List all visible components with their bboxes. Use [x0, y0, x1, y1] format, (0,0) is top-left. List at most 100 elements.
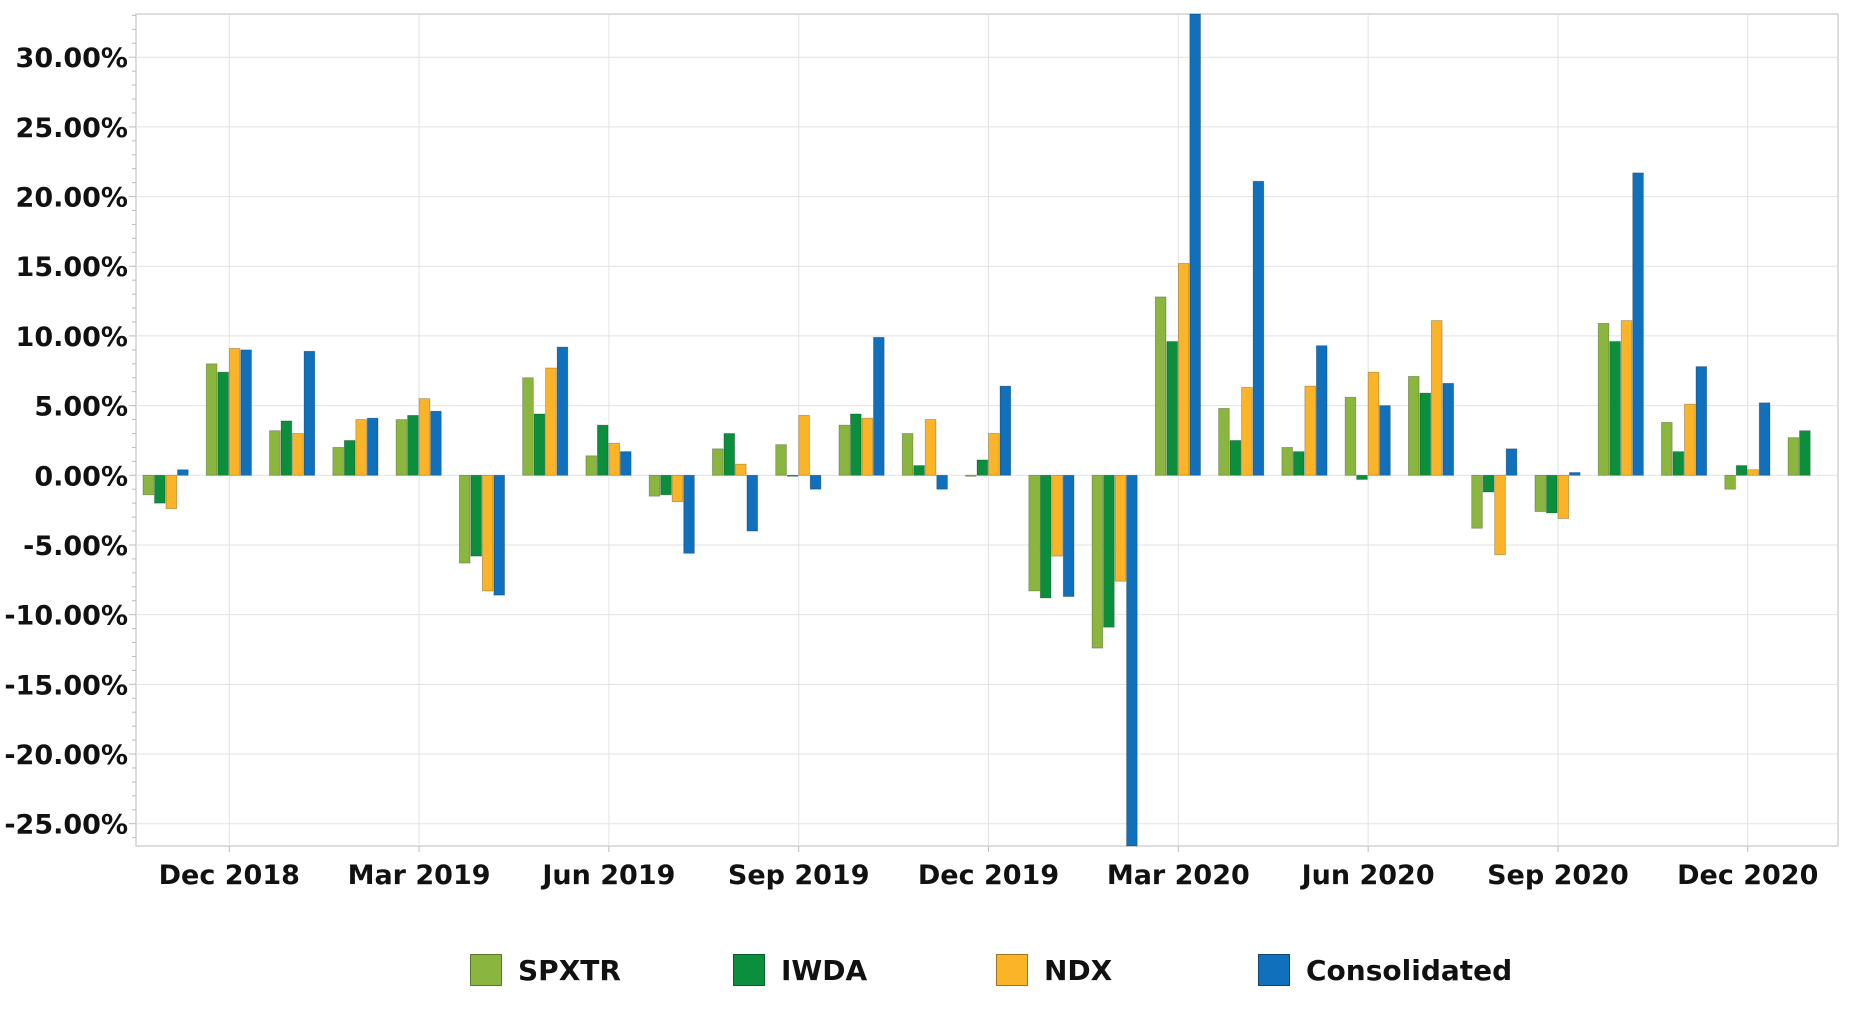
bar-iwda-apr-2020[interactable] [1229, 440, 1242, 476]
bar-iwda-jan-2020[interactable] [1039, 474, 1052, 599]
bar-spxtr-feb-2020[interactable] [1091, 474, 1104, 649]
bar-iwda-mar-2019[interactable] [407, 414, 419, 476]
bar-ndx-sep-2020[interactable] [1557, 474, 1570, 519]
bar-ndx-nov-2018[interactable] [165, 474, 178, 510]
bar-ndx-nov-2020[interactable] [1684, 403, 1696, 476]
bar-spxtr-nov-2019[interactable] [901, 433, 914, 476]
bar-iwda-jul-2019[interactable] [660, 474, 672, 496]
bar-spxtr-jul-2019[interactable] [648, 474, 661, 497]
bar-iwda-dec-2018[interactable] [217, 371, 229, 476]
bar-spxtr-may-2020[interactable] [1281, 447, 1293, 476]
bar-consolidated-jun-2019[interactable] [619, 451, 632, 476]
bar-ndx-oct-2020[interactable] [1620, 320, 1633, 476]
bar-consolidated-sep-2019[interactable] [809, 474, 822, 490]
bar-iwda-may-2019[interactable] [533, 413, 546, 476]
bar-consolidated-apr-2019[interactable] [493, 474, 505, 596]
bar-consolidated-aug-2020[interactable] [1505, 448, 1518, 476]
bar-spxtr-jan-2020[interactable] [1028, 474, 1040, 592]
bar-iwda-nov-2020[interactable] [1672, 451, 1685, 476]
bar-ndx-may-2019[interactable] [545, 367, 557, 476]
bar-iwda-jun-2019[interactable] [596, 424, 609, 476]
bar-iwda-aug-2019[interactable] [723, 433, 736, 476]
bar-spxtr-sep-2019[interactable] [775, 444, 787, 476]
bar-spxtr-sep-2020[interactable] [1534, 474, 1547, 512]
bar-spxtr-nov-2020[interactable] [1661, 421, 1673, 476]
bar-spxtr-may-2019[interactable] [522, 377, 534, 476]
bar-consolidated-mar-2019[interactable] [430, 410, 442, 476]
bar-spxtr-aug-2019[interactable] [712, 448, 724, 476]
bar-ndx-apr-2020[interactable] [1241, 387, 1253, 476]
bar-consolidated-jul-2020[interactable] [1442, 382, 1455, 476]
bar-ndx-nov-2019[interactable] [924, 419, 937, 476]
bar-consolidated-jan-2019[interactable] [303, 350, 316, 476]
bar-iwda-mar-2020[interactable] [1166, 341, 1178, 476]
bar-spxtr-oct-2019[interactable] [838, 424, 851, 476]
bar-spxtr-apr-2020[interactable] [1218, 407, 1230, 476]
bar-ndx-mar-2020[interactable] [1177, 263, 1190, 476]
bar-iwda-may-2020[interactable] [1292, 451, 1305, 476]
bar-spxtr-jan-2019[interactable] [269, 430, 281, 476]
bar-consolidated-sep-2020[interactable] [1569, 472, 1581, 476]
bar-spxtr-oct-2020[interactable] [1597, 322, 1610, 476]
bar-ndx-jun-2019[interactable] [608, 442, 620, 476]
bar-iwda-jan-2019[interactable] [280, 420, 293, 476]
bar-spxtr-dec-2020[interactable] [1724, 474, 1736, 490]
bar-ndx-dec-2019[interactable] [988, 433, 1000, 476]
bar-ndx-dec-2020[interactable] [1747, 469, 1759, 476]
bar-iwda-jan-2021[interactable] [1799, 430, 1811, 476]
bar-consolidated-nov-2019[interactable] [936, 474, 948, 490]
bar-ndx-dec-2018[interactable] [228, 348, 241, 476]
bar-ndx-aug-2019[interactable] [735, 463, 747, 476]
bar-consolidated-oct-2019[interactable] [873, 336, 885, 476]
bar-spxtr-mar-2019[interactable] [395, 419, 408, 476]
bar-ndx-sep-2019[interactable] [798, 414, 810, 476]
bar-consolidated-feb-2020[interactable] [1126, 474, 1138, 847]
bar-ndx-feb-2020[interactable] [1114, 474, 1127, 582]
bar-consolidated-dec-2020[interactable] [1758, 402, 1771, 476]
bar-ndx-may-2020[interactable] [1304, 385, 1316, 476]
bar-spxtr-jan-2021[interactable] [1787, 437, 1800, 476]
bar-consolidated-aug-2019[interactable] [746, 474, 759, 532]
bar-ndx-jan-2019[interactable] [292, 433, 304, 476]
bar-ndx-feb-2019[interactable] [355, 419, 367, 476]
legend-item-ndx[interactable]: NDX [996, 940, 1112, 1000]
bar-consolidated-nov-2018[interactable] [177, 469, 189, 476]
bar-iwda-feb-2020[interactable] [1103, 474, 1115, 628]
legend-item-spxtr[interactable]: SPXTR [470, 940, 621, 1000]
bar-iwda-nov-2018[interactable] [154, 474, 166, 504]
bar-iwda-sep-2020[interactable] [1546, 474, 1558, 514]
bar-ndx-mar-2019[interactable] [418, 398, 431, 476]
bar-iwda-dec-2019[interactable] [976, 459, 989, 476]
bar-spxtr-feb-2019[interactable] [332, 447, 344, 476]
bar-spxtr-jul-2020[interactable] [1408, 375, 1420, 476]
bar-ndx-oct-2019[interactable] [861, 417, 874, 476]
bar-consolidated-dec-2019[interactable] [999, 385, 1012, 476]
bar-consolidated-nov-2020[interactable] [1695, 366, 1708, 476]
bar-consolidated-mar-2020[interactable] [1189, 13, 1201, 476]
bar-iwda-aug-2020[interactable] [1482, 474, 1495, 493]
bar-consolidated-oct-2020[interactable] [1632, 172, 1644, 476]
bar-iwda-oct-2020[interactable] [1609, 341, 1621, 476]
bar-spxtr-apr-2019[interactable] [458, 474, 471, 564]
bar-spxtr-nov-2018[interactable] [142, 474, 155, 496]
legend-item-iwda[interactable]: IWDA [733, 940, 867, 1000]
bar-iwda-jul-2020[interactable] [1419, 392, 1432, 476]
bar-consolidated-may-2020[interactable] [1315, 345, 1328, 476]
bar-consolidated-may-2019[interactable] [556, 346, 569, 476]
bar-consolidated-feb-2019[interactable] [366, 417, 379, 476]
bar-spxtr-dec-2018[interactable] [205, 363, 218, 476]
bar-iwda-sep-2019[interactable] [786, 474, 799, 477]
bar-ndx-aug-2020[interactable] [1494, 474, 1506, 556]
bar-ndx-jul-2020[interactable] [1431, 320, 1443, 476]
bar-spxtr-mar-2020[interactable] [1154, 296, 1167, 476]
bar-ndx-apr-2019[interactable] [481, 474, 494, 592]
bar-consolidated-jun-2020[interactable] [1379, 405, 1391, 476]
bar-iwda-feb-2019[interactable] [343, 440, 356, 476]
bar-iwda-oct-2019[interactable] [850, 413, 862, 476]
bar-spxtr-dec-2019[interactable] [965, 474, 977, 477]
bar-spxtr-jun-2019[interactable] [585, 455, 597, 476]
bar-iwda-apr-2019[interactable] [470, 474, 482, 557]
bar-iwda-jun-2020[interactable] [1356, 474, 1368, 480]
bar-consolidated-apr-2020[interactable] [1252, 180, 1265, 476]
bar-consolidated-jan-2020[interactable] [1062, 474, 1075, 597]
